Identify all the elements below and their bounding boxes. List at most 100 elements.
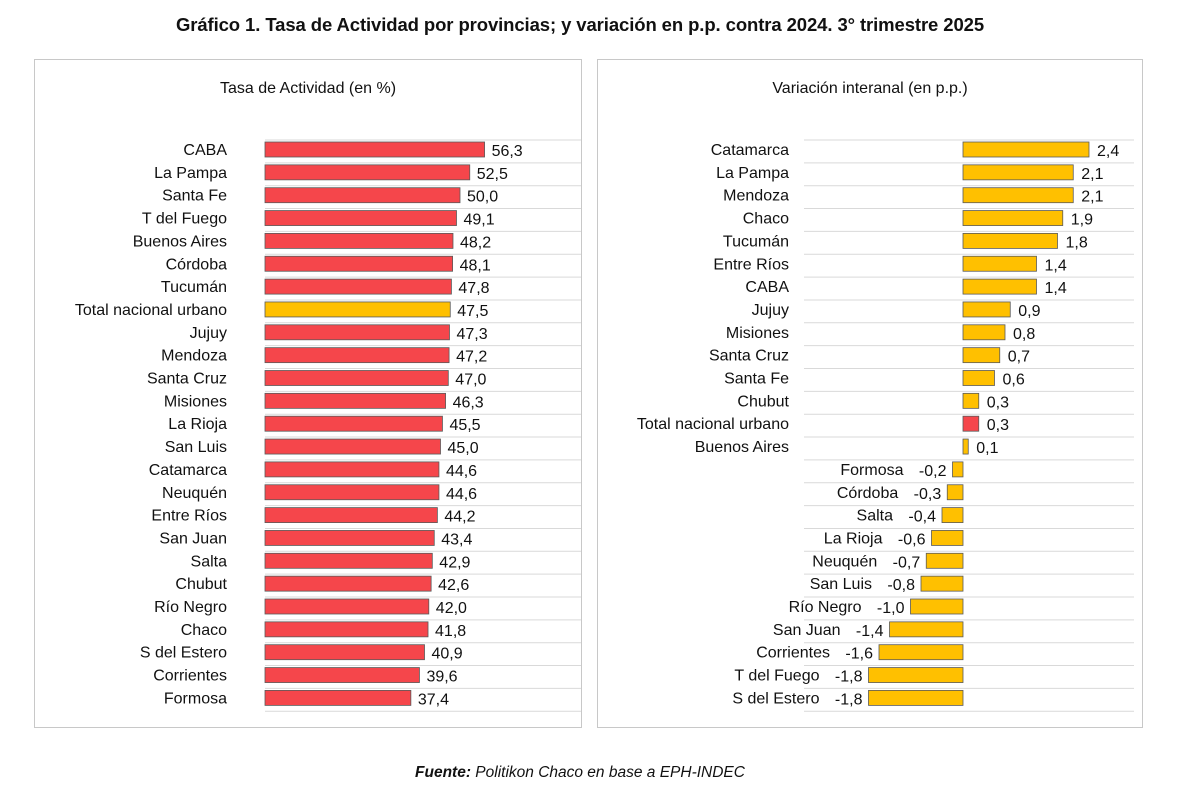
category-label-s-del-estero: S del Estero xyxy=(732,690,819,707)
value-label-salta: 42,9 xyxy=(439,554,470,571)
category-label-chaco: Chaco xyxy=(181,622,227,639)
source-text: Politikon Chaco en base a EPH-INDEC xyxy=(471,764,745,781)
category-label-salta: Salta xyxy=(857,508,894,525)
value-label-formosa: -0,2 xyxy=(919,463,947,480)
bar-salta xyxy=(264,552,433,569)
gridlines xyxy=(265,139,581,712)
value-label-s-del-estero: 40,9 xyxy=(432,646,463,663)
bar-formosa xyxy=(264,690,412,706)
bar-s-del-estero xyxy=(868,690,964,706)
value-label-total-nacional-urbano: 47,5 xyxy=(457,303,488,320)
value-label-san-juan: 43,4 xyxy=(441,531,472,548)
category-label-la-rioja: La Rioja xyxy=(168,416,227,433)
value-label-tucuman: 1,8 xyxy=(1066,234,1088,251)
category-label-entre-rios: Entre Ríos xyxy=(713,256,789,273)
value-label-santa-fe: 50,0 xyxy=(467,189,498,206)
bar-neuquen xyxy=(925,552,964,569)
bar-buenos-aires xyxy=(264,232,454,249)
bar-misiones xyxy=(962,324,1006,341)
category-label-catamarca: Catamarca xyxy=(149,462,227,479)
bar-santa-cruz xyxy=(264,370,449,386)
bar-cordoba xyxy=(946,484,964,501)
category-label-t-del-fuego: T del Fuego xyxy=(142,211,227,228)
bar-santa-fe xyxy=(264,187,461,204)
bar-catamarca xyxy=(962,141,1090,158)
category-label-la-rioja: La Rioja xyxy=(824,530,883,547)
source-label: Fuente: xyxy=(415,764,471,781)
category-label-rio-negro: Río Negro xyxy=(789,599,862,616)
value-label-salta: -0,4 xyxy=(908,509,936,526)
bar-rio-negro xyxy=(264,598,430,615)
variation-bar-chart: Catamarca 2,4 La Pampa 2,1 Mendoza 2,1 Chaco 1,… xyxy=(637,139,1134,712)
category-label-t-del-fuego: T del Fuego xyxy=(734,668,819,685)
value-label-chaco: 41,8 xyxy=(435,623,466,640)
category-label-san-juan: San Juan xyxy=(159,530,227,547)
category-label-san-juan: San Juan xyxy=(773,622,841,639)
category-label-formosa: Formosa xyxy=(164,690,227,707)
category-label-misiones: Misiones xyxy=(726,325,789,342)
bar-chubut xyxy=(962,392,980,409)
bar-chubut xyxy=(264,575,432,592)
category-label-mendoza: Mendoza xyxy=(161,348,227,365)
value-label-corrientes: 39,6 xyxy=(426,669,457,686)
value-label-tucuman: 47,8 xyxy=(458,280,489,297)
bar-corrientes xyxy=(878,644,964,661)
bar-la-rioja xyxy=(931,530,964,546)
bar-chaco xyxy=(264,621,429,638)
bar-salta xyxy=(941,507,964,524)
value-label-misiones: 0,8 xyxy=(1013,326,1035,343)
category-label-san-luis: San Luis xyxy=(165,439,227,456)
value-label-chaco: 1,9 xyxy=(1071,212,1093,229)
value-label-santa-cruz: 47,0 xyxy=(455,372,486,389)
chart-title: Gráfico 1. Tasa de Actividad por provinc… xyxy=(175,14,985,35)
bar-caba xyxy=(962,278,1037,295)
category-label-chubut: Chubut xyxy=(175,576,227,593)
category-label-catamarca: Catamarca xyxy=(711,142,789,159)
category-label-chubut: Chubut xyxy=(737,393,789,410)
bar-tucuman xyxy=(264,278,452,295)
category-label-entre-rios: Entre Ríos xyxy=(151,508,227,525)
value-label-catamarca: 2,4 xyxy=(1097,143,1119,160)
category-label-cordoba: Córdoba xyxy=(166,256,227,273)
value-label-santa-fe: 0,6 xyxy=(1003,372,1025,389)
category-label-mendoza: Mendoza xyxy=(723,188,789,205)
value-label-rio-negro: -1,0 xyxy=(877,600,905,617)
value-label-la-rioja: 45,5 xyxy=(449,417,480,434)
category-label-buenos-aires: Buenos Aires xyxy=(133,233,227,250)
value-label-chubut: 42,6 xyxy=(438,577,469,594)
bar-entre-rios xyxy=(264,507,438,524)
bar-caba xyxy=(264,141,485,158)
category-label-jujuy: Jujuy xyxy=(190,325,227,342)
bar-misiones xyxy=(264,392,446,409)
bar-formosa xyxy=(952,461,964,478)
bar-san-luis xyxy=(264,438,441,455)
bar-corrientes xyxy=(264,667,420,683)
category-label-total-nacional-urbano: Total nacional urbano xyxy=(637,416,789,433)
value-label-la-pampa: 52,5 xyxy=(477,166,508,183)
category-label-formosa: Formosa xyxy=(840,462,903,479)
category-label-la-pampa: La Pampa xyxy=(716,165,789,182)
bar-buenos-aires xyxy=(962,438,969,455)
category-label-cordoba: Córdoba xyxy=(837,485,898,502)
category-label-buenos-aires: Buenos Aires xyxy=(695,439,789,456)
bar-jujuy xyxy=(264,324,450,341)
bar-santa-cruz xyxy=(962,347,1001,364)
variation-chart-title: Variación interanal (en p.p.) xyxy=(772,80,968,97)
variation-panel: Variación interanal (en p.p.) Catamarca 2… xyxy=(597,59,1143,728)
value-label-caba: 1,4 xyxy=(1045,280,1067,297)
value-label-san-juan: -1,4 xyxy=(856,623,884,640)
bar-santa-fe xyxy=(962,370,995,386)
bar-catamarca xyxy=(264,461,440,478)
bar-total-nacional-urbano xyxy=(962,415,980,432)
value-label-caba: 56,3 xyxy=(492,143,523,160)
value-label-jujuy: 0,9 xyxy=(1018,303,1040,320)
category-label-tucuman: Tucumán xyxy=(161,279,227,296)
bar-entre-rios xyxy=(962,255,1037,272)
bar-la-rioja xyxy=(264,415,443,432)
bar-total-nacional-urbano xyxy=(264,301,451,318)
value-label-la-rioja: -0,6 xyxy=(898,531,926,548)
bar-tucuman xyxy=(962,232,1058,249)
bar-t-del-fuego xyxy=(868,667,964,683)
value-label-rio-negro: 42,0 xyxy=(436,600,467,617)
category-label-santa-fe: Santa Fe xyxy=(162,188,227,205)
